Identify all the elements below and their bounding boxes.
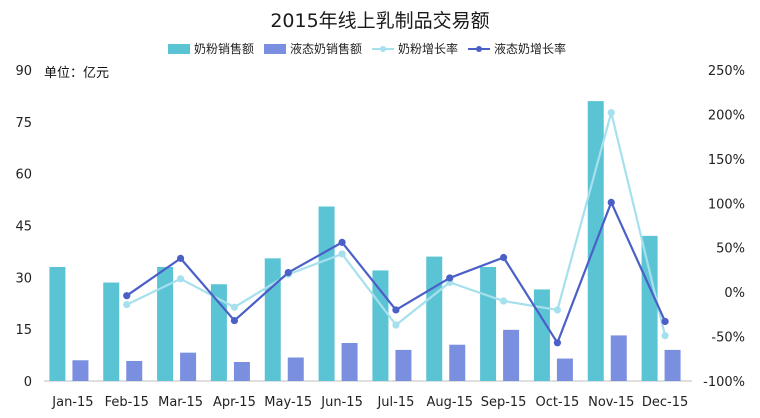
x-tick-label: May-15 [264, 395, 312, 410]
bar-milk-powder-sales [264, 258, 281, 381]
point-liquid-milk-growth [661, 317, 669, 326]
y-right-tick-label: 150% [708, 153, 745, 168]
bar-milk-powder-sales [318, 206, 335, 381]
bar-liquid-milk-sales [449, 344, 466, 381]
bar-liquid-milk-sales [72, 360, 89, 381]
point-milk-powder-growth [123, 300, 131, 309]
point-milk-powder-growth [338, 250, 346, 258]
bar-liquid-milk-sales [503, 329, 520, 381]
bar-liquid-milk-sales [610, 335, 627, 381]
x-tick-label: Jan-15 [51, 395, 93, 410]
line-milk-powder-growth [126, 111, 667, 336]
point-milk-powder-growth [607, 109, 615, 117]
point-liquid-milk-growth [499, 253, 508, 262]
unit-label: 单位：亿元 [44, 66, 110, 81]
point-liquid-milk-growth [284, 268, 292, 277]
point-liquid-milk-growth [607, 198, 615, 206]
y-left-tick-label: 75 [15, 116, 32, 131]
legend-item-milk-powder-growth: 奶粉增长率 [372, 40, 458, 57]
bar-milk-powder-sales [49, 266, 66, 381]
point-milk-powder-growth [176, 275, 185, 283]
legend-label: 奶粉增长率 [398, 42, 459, 56]
x-tick-label: Dec-15 [642, 395, 688, 410]
legend-label: 液态奶销售额 [290, 42, 363, 56]
y-left-tick-label: 45 [15, 220, 32, 235]
point-liquid-milk-growth [446, 274, 454, 282]
legend-label: 奶粉销售额 [194, 42, 255, 56]
y-left-tick-label: 0 [24, 375, 32, 390]
bar-milk-powder-sales [157, 266, 174, 381]
point-liquid-milk-growth [123, 292, 131, 300]
bar-liquid-milk-sales [233, 361, 250, 381]
x-tick-label: Mar-15 [158, 395, 203, 410]
point-liquid-milk-growth [553, 339, 562, 347]
bar-milk-powder-sales [641, 235, 658, 381]
legend-line [468, 44, 491, 54]
bar-liquid-milk-sales [180, 352, 197, 381]
legend-label: 液态奶增长率 [494, 42, 567, 56]
point-milk-powder-growth [392, 321, 400, 329]
legend: 奶粉销售额 液态奶销售额 奶粉增长率 液态奶增长率 [168, 40, 576, 57]
bar-liquid-milk-sales [556, 358, 573, 381]
legend-item-liquid-milk-sales: 液态奶销售额 [264, 40, 362, 57]
legend-swatch [168, 43, 190, 54]
bar-liquid-milk-sales [664, 349, 681, 381]
bar-milk-powder-sales [533, 289, 550, 381]
bar-liquid-milk-sales [341, 342, 358, 381]
bar-liquid-milk-sales [126, 360, 143, 381]
x-tick-label: Nov-15 [588, 395, 634, 410]
bar-milk-powder-sales [426, 256, 443, 381]
legend-item-milk-powder-sales: 奶粉销售额 [168, 40, 254, 57]
x-tick-label: Jul-15 [376, 395, 414, 410]
bar-milk-powder-sales [480, 266, 497, 381]
y-left-tick-label: 90 [15, 64, 32, 79]
bar-milk-powder-sales [103, 282, 120, 381]
y-right-tick-label: 50% [716, 242, 745, 257]
y-right-tick-label: 0% [724, 286, 745, 301]
legend-swatch [264, 43, 287, 54]
point-liquid-milk-growth [392, 306, 400, 314]
point-milk-powder-growth [661, 332, 669, 340]
legend-item-liquid-milk-growth: 液态奶增长率 [468, 40, 566, 57]
chart-title: 2015年线上乳制品交易额 [270, 10, 490, 32]
y-right-tick-label: -100% [703, 375, 745, 390]
y-right-tick-label: 250% [708, 64, 745, 79]
y-right-tick-label: -50% [711, 331, 745, 346]
bar-liquid-milk-sales [287, 357, 304, 381]
y-right-tick-label: 200% [708, 108, 745, 123]
y-left-tick-label: 30 [15, 271, 32, 286]
point-liquid-milk-growth [230, 316, 239, 325]
x-tick-label: Oct-15 [536, 395, 580, 410]
x-tick-label: Apr-15 [213, 395, 256, 410]
bar-liquid-milk-sales [395, 349, 412, 381]
bar-milk-powder-sales [372, 270, 389, 381]
x-tick-label: Aug-15 [426, 395, 473, 410]
point-milk-powder-growth [230, 303, 239, 311]
x-tick-label: Jun-15 [320, 395, 363, 410]
x-tick-label: Sep-15 [481, 395, 527, 410]
y-left-tick-label: 60 [15, 168, 32, 183]
legend-line [372, 44, 395, 54]
point-liquid-milk-growth [338, 238, 346, 246]
x-tick-label: Feb-15 [105, 395, 149, 410]
point-milk-powder-growth [553, 306, 562, 314]
point-milk-powder-growth [499, 297, 508, 305]
y-left-tick-label: 15 [15, 323, 32, 338]
point-liquid-milk-growth [176, 254, 185, 262]
y-right-tick-label: 100% [708, 197, 745, 212]
